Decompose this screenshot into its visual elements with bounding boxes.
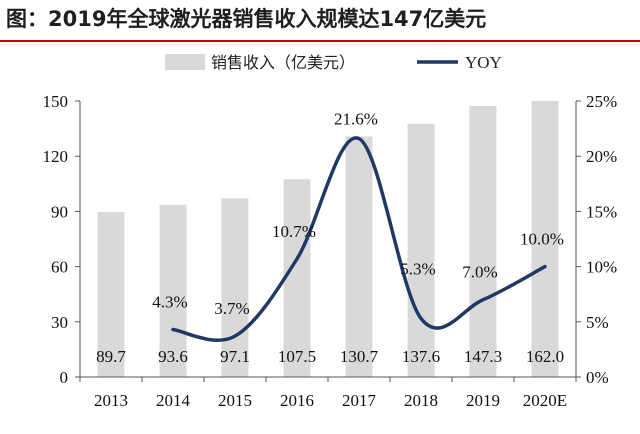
bar-value-label-2017: 130.7 — [340, 347, 379, 366]
left-tick-label: 120 — [43, 147, 69, 166]
bar-value-label-2015: 97.1 — [220, 347, 250, 366]
yoy-line-series — [171, 136, 547, 342]
yoy-value-label-2019: 7.0% — [462, 263, 497, 282]
bar-value-label-2018: 137.6 — [402, 347, 440, 366]
legend: 销售收入（亿美元） YOY — [165, 53, 502, 72]
bar-2017 — [345, 136, 373, 377]
bar-series — [97, 101, 559, 377]
x-tick-label-2019: 2019 — [466, 391, 500, 410]
x-tick-label-2017: 2017 — [342, 391, 377, 410]
bar-2018 — [407, 123, 435, 377]
x-tick-label-2016: 2016 — [280, 391, 314, 410]
right-tick-label: 5% — [586, 313, 609, 332]
left-tick-label: 60 — [51, 258, 68, 277]
right-tick-label: 0% — [586, 368, 609, 387]
yoy-value-label-2015: 3.7% — [214, 299, 249, 318]
bar-value-label-2016: 107.5 — [278, 347, 316, 366]
bar-value-label-2019: 147.3 — [464, 347, 502, 366]
x-tick-label-2020E: 2020E — [523, 391, 567, 410]
bar-value-label-2014: 93.6 — [158, 347, 188, 366]
right-tick-label: 25% — [586, 92, 617, 111]
yoy-value-label-2016: 10.7% — [272, 222, 316, 241]
bar-value-label-2013: 89.7 — [96, 347, 126, 366]
yoy-value-label-2017: 21.6% — [334, 110, 378, 129]
yoy-line — [171, 136, 547, 342]
x-tick-label-2018: 2018 — [404, 391, 438, 410]
yoy-value-label-2014: 4.3% — [152, 293, 187, 312]
left-tick-label: 90 — [51, 202, 68, 221]
left-tick-label: 0 — [60, 368, 69, 387]
bar-value-label-2020E: 162.0 — [526, 347, 564, 366]
yoy-value-label-2018: 5.3% — [400, 259, 435, 278]
x-tick-label-2014: 2014 — [156, 391, 191, 410]
bar-2015 — [221, 198, 249, 377]
bar-2019 — [469, 105, 497, 377]
right-tick-label: 15% — [586, 202, 617, 221]
right-tick-label: 20% — [586, 147, 617, 166]
left-tick-label: 30 — [51, 313, 68, 332]
legend-label-line: YOY — [465, 53, 502, 72]
data-labels: 89.7 93.6 97.1 107.5 130.7 137.6 147.3 162.0 4.3… — [96, 110, 564, 366]
yoy-value-label-2020E: 10.0% — [520, 230, 564, 249]
x-tick-label-2015: 2015 — [218, 391, 252, 410]
left-tick-label: 150 — [43, 92, 69, 111]
legend-swatch-bar — [165, 54, 205, 70]
chart-title: 图：2019年全球激光器销售收入规模达147亿美元 — [6, 7, 487, 31]
x-tick-label-2013: 2013 — [94, 391, 128, 410]
bar-2020E — [531, 101, 559, 377]
title-divider — [0, 40, 640, 42]
legend-label-bar: 销售收入（亿美元） — [211, 53, 355, 72]
bar-2016 — [283, 179, 311, 377]
right-tick-label: 10% — [586, 258, 617, 277]
axes: 0 30 60 90 120 150 0% 5% 10% 15% 20% 25% 2013 2014 201… — [43, 92, 618, 410]
bar-2013 — [97, 211, 125, 377]
bar-2014 — [159, 204, 187, 377]
